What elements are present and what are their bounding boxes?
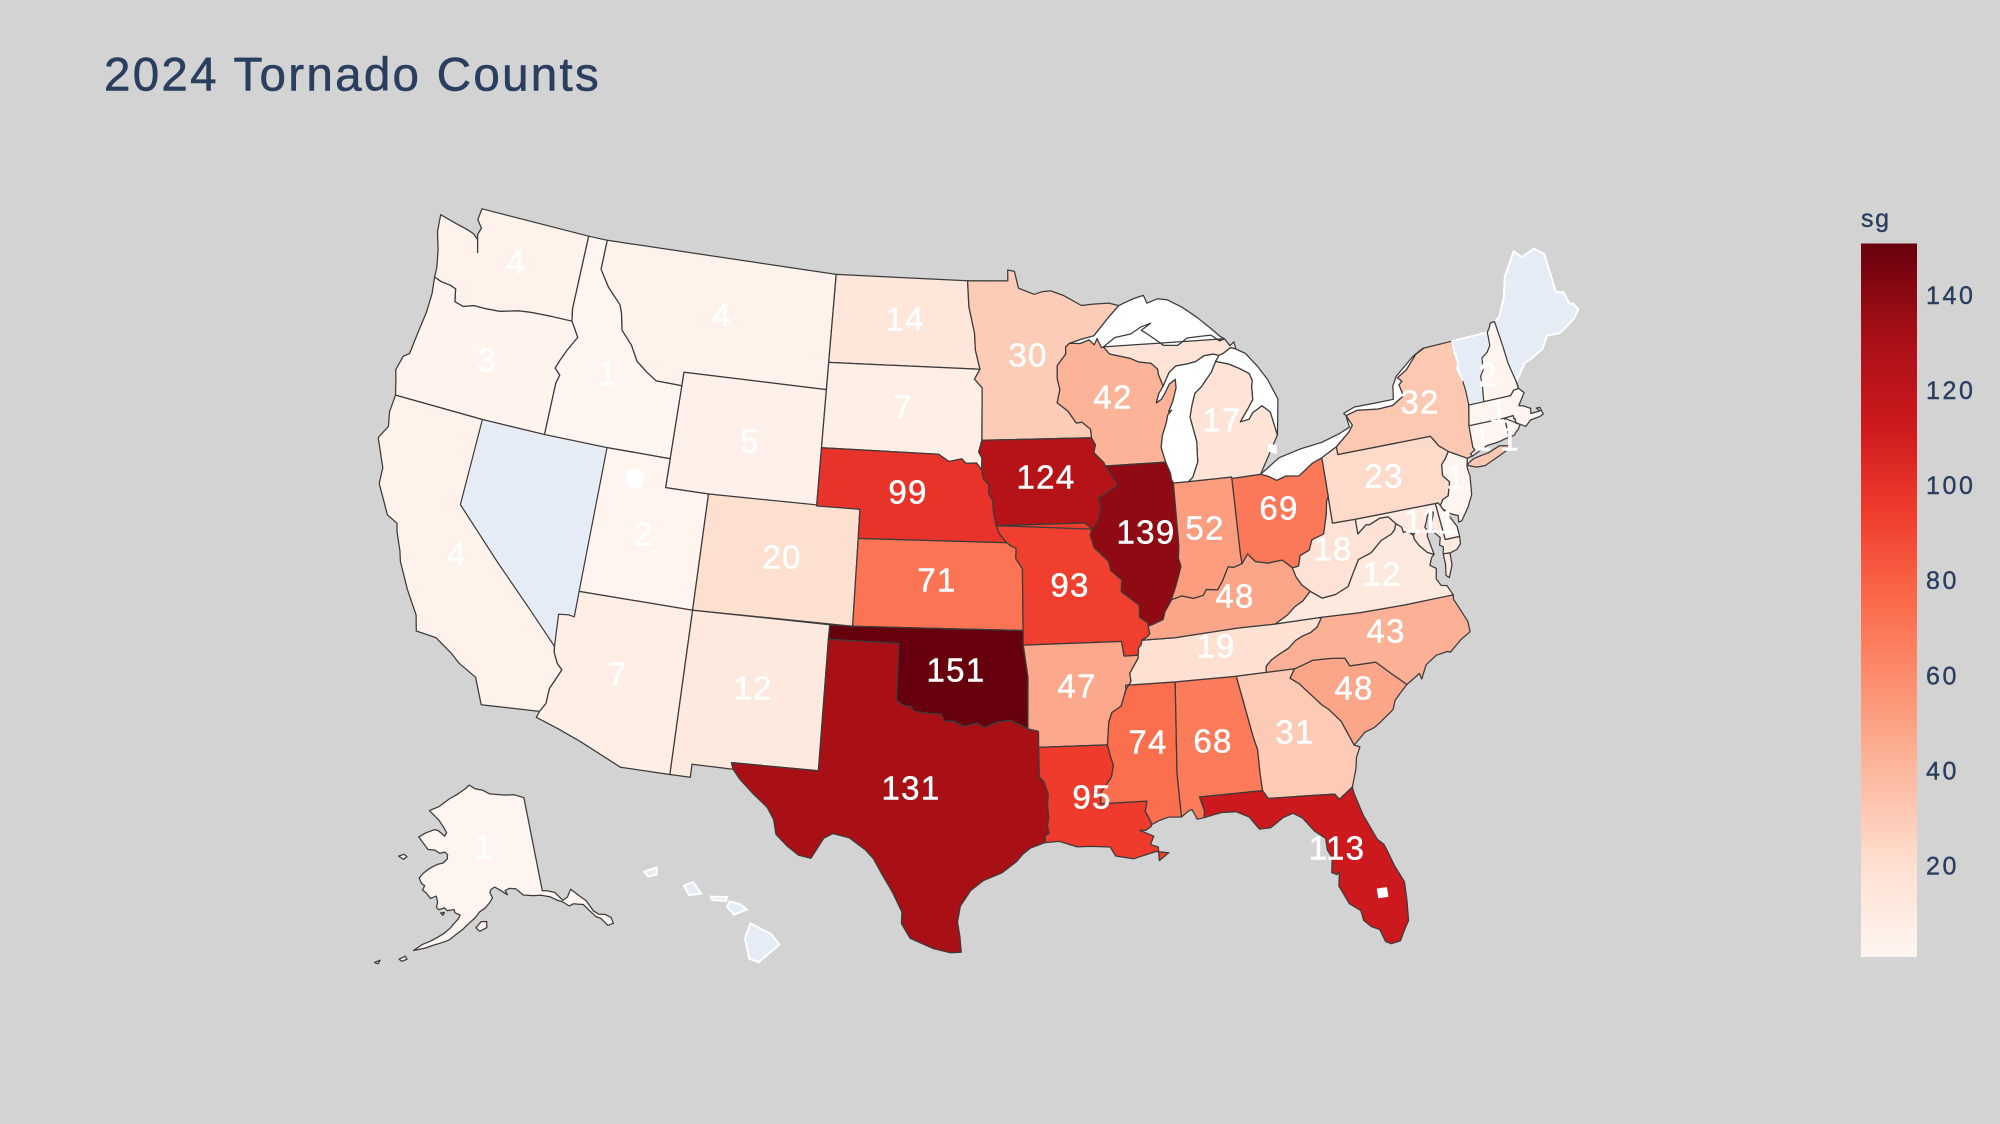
- svg-text:1: 1: [1446, 459, 1466, 496]
- svg-text:131: 131: [882, 770, 941, 807]
- svg-text:1: 1: [1473, 421, 1493, 458]
- svg-text:11: 11: [1404, 503, 1441, 540]
- svg-text:3: 3: [477, 342, 497, 379]
- svg-text:2: 2: [1478, 357, 1498, 394]
- svg-text:95: 95: [1072, 779, 1111, 816]
- svg-text:1: 1: [1489, 393, 1509, 430]
- svg-text:80: 80: [1926, 567, 1959, 595]
- svg-text:31: 31: [1275, 714, 1314, 751]
- svg-text:12: 12: [733, 670, 772, 707]
- svg-text:113: 113: [1309, 830, 1366, 867]
- svg-text:151: 151: [927, 652, 986, 689]
- svg-text:120: 120: [1926, 377, 1976, 405]
- svg-text:74: 74: [1128, 724, 1167, 761]
- svg-text:14: 14: [885, 301, 924, 338]
- svg-text:100: 100: [1926, 472, 1976, 500]
- svg-text:1: 1: [1500, 421, 1520, 458]
- svg-text:7: 7: [893, 389, 913, 426]
- svg-text:1: 1: [1438, 504, 1458, 541]
- svg-text:18: 18: [1313, 531, 1352, 568]
- svg-text:140: 140: [1926, 282, 1976, 310]
- svg-text:30: 30: [1008, 337, 1047, 374]
- svg-text:4: 4: [712, 297, 732, 334]
- svg-text:99: 99: [888, 474, 927, 511]
- svg-text:43: 43: [1366, 613, 1405, 650]
- svg-text:68: 68: [1193, 723, 1232, 760]
- svg-text:17: 17: [1202, 402, 1241, 439]
- svg-text:1: 1: [474, 829, 494, 866]
- svg-text:48: 48: [1215, 578, 1254, 615]
- svg-text:124: 124: [1017, 459, 1076, 496]
- svg-text:40: 40: [1926, 758, 1959, 786]
- svg-text:19: 19: [1196, 628, 1235, 665]
- svg-text:23: 23: [1364, 458, 1403, 495]
- svg-text:20: 20: [1926, 853, 1959, 881]
- svg-text:20: 20: [762, 539, 801, 576]
- svg-text:47: 47: [1057, 668, 1096, 705]
- svg-text:1: 1: [598, 355, 618, 392]
- svg-text:12: 12: [1362, 556, 1401, 593]
- svg-text:sg: sg: [1861, 205, 1891, 233]
- svg-text:2: 2: [634, 516, 654, 553]
- svg-text:52: 52: [1185, 510, 1224, 547]
- svg-text:5: 5: [740, 423, 760, 460]
- svg-text:69: 69: [1259, 490, 1298, 527]
- svg-text:60: 60: [1926, 662, 1959, 690]
- svg-text:4: 4: [506, 244, 526, 281]
- svg-text:139: 139: [1117, 514, 1176, 551]
- svg-text:32: 32: [1400, 384, 1439, 421]
- svg-text:2024 Tornado Counts: 2024 Tornado Counts: [104, 49, 601, 102]
- svg-text:71: 71: [917, 562, 956, 599]
- svg-text:42: 42: [1093, 379, 1132, 416]
- svg-text:93: 93: [1050, 567, 1089, 604]
- svg-text:4: 4: [447, 536, 467, 573]
- svg-text:7: 7: [608, 656, 628, 693]
- svg-text:48: 48: [1334, 670, 1373, 707]
